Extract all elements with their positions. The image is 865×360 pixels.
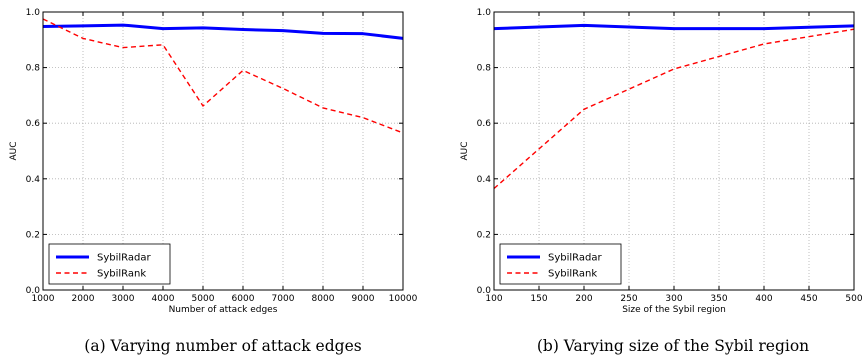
y-tick-label: 0.4 (477, 175, 492, 185)
y-tick-label: 1.0 (26, 8, 41, 18)
y-tick-label: 0.0 (26, 286, 41, 296)
y-tick-label: 0.6 (477, 119, 492, 129)
figure-caption: (a) Varying number of attack edges (84, 337, 361, 355)
y-tick-label: 0.0 (477, 286, 492, 296)
x-axis-label: Number of attack edges (169, 305, 278, 315)
x-tick-label: 3000 (112, 294, 135, 304)
y-tick-label: 0.2 (477, 230, 491, 240)
y-axis-label: AUC (9, 141, 19, 160)
legend-box (48, 243, 171, 285)
legend-label-sybilradar: SybilRadar (97, 253, 152, 264)
series-line-sybilrank (42, 18, 404, 134)
x-tick-label: 300 (665, 294, 682, 304)
x-tick-label: 1000 (32, 294, 55, 304)
figure-caption: (b) Varying size of the Sybil region (537, 337, 809, 355)
legend-label-sybilradar: SybilRadar (548, 253, 603, 264)
y-tick-label: 0.2 (26, 230, 40, 240)
x-tick-label: 350 (710, 294, 727, 304)
y-tick-label: 1.0 (477, 8, 492, 18)
x-tick-label: 10000 (389, 294, 418, 304)
x-tick-label: 100 (485, 294, 502, 304)
x-tick-label: 500 (845, 294, 862, 304)
legend: SybilRadar SybilRank (48, 243, 171, 285)
series-line-sybilradar (42, 23, 404, 40)
x-tick-label: 150 (530, 294, 547, 304)
x-axis-label: Size of the Sybil region (622, 305, 726, 315)
x-tick-label: 9000 (352, 294, 375, 304)
x-tick-label: 400 (755, 294, 772, 304)
x-tick-label: 200 (575, 294, 592, 304)
chart-panel-2: 100 150 200 250 300 350 400 450 500 0.0 0.2 0.4 0.6 0… (460, 8, 863, 355)
legend-label-sybilrank: SybilRank (97, 269, 146, 280)
x-tick-label: 7000 (272, 294, 295, 304)
y-tick-label: 0.8 (26, 64, 41, 74)
y-axis-label: AUC (460, 141, 470, 160)
x-tick-label: 5000 (192, 294, 215, 304)
x-tick-label: 8000 (312, 294, 335, 304)
x-tick-label: 250 (620, 294, 637, 304)
series-line-sybilradar (493, 23, 855, 31)
series-line-sybilrank (493, 28, 855, 190)
legend-box (499, 243, 622, 285)
chart-panel-1: 1000 2000 3000 4000 5000 6000 7000 8000 9000 1000… (9, 8, 418, 355)
y-tick-label: 0.8 (477, 64, 492, 74)
plot-frame (42, 11, 404, 291)
legend: SybilRadar SybilRank (499, 243, 622, 285)
x-tick-label: 4000 (152, 294, 175, 304)
y-tick-label: 0.6 (26, 119, 41, 129)
x-tick-label: 450 (800, 294, 817, 304)
y-tick-label: 0.4 (26, 175, 41, 185)
x-tick-label: 6000 (232, 294, 255, 304)
legend-label-sybilrank: SybilRank (548, 269, 597, 280)
x-tick-label: 2000 (72, 294, 95, 304)
